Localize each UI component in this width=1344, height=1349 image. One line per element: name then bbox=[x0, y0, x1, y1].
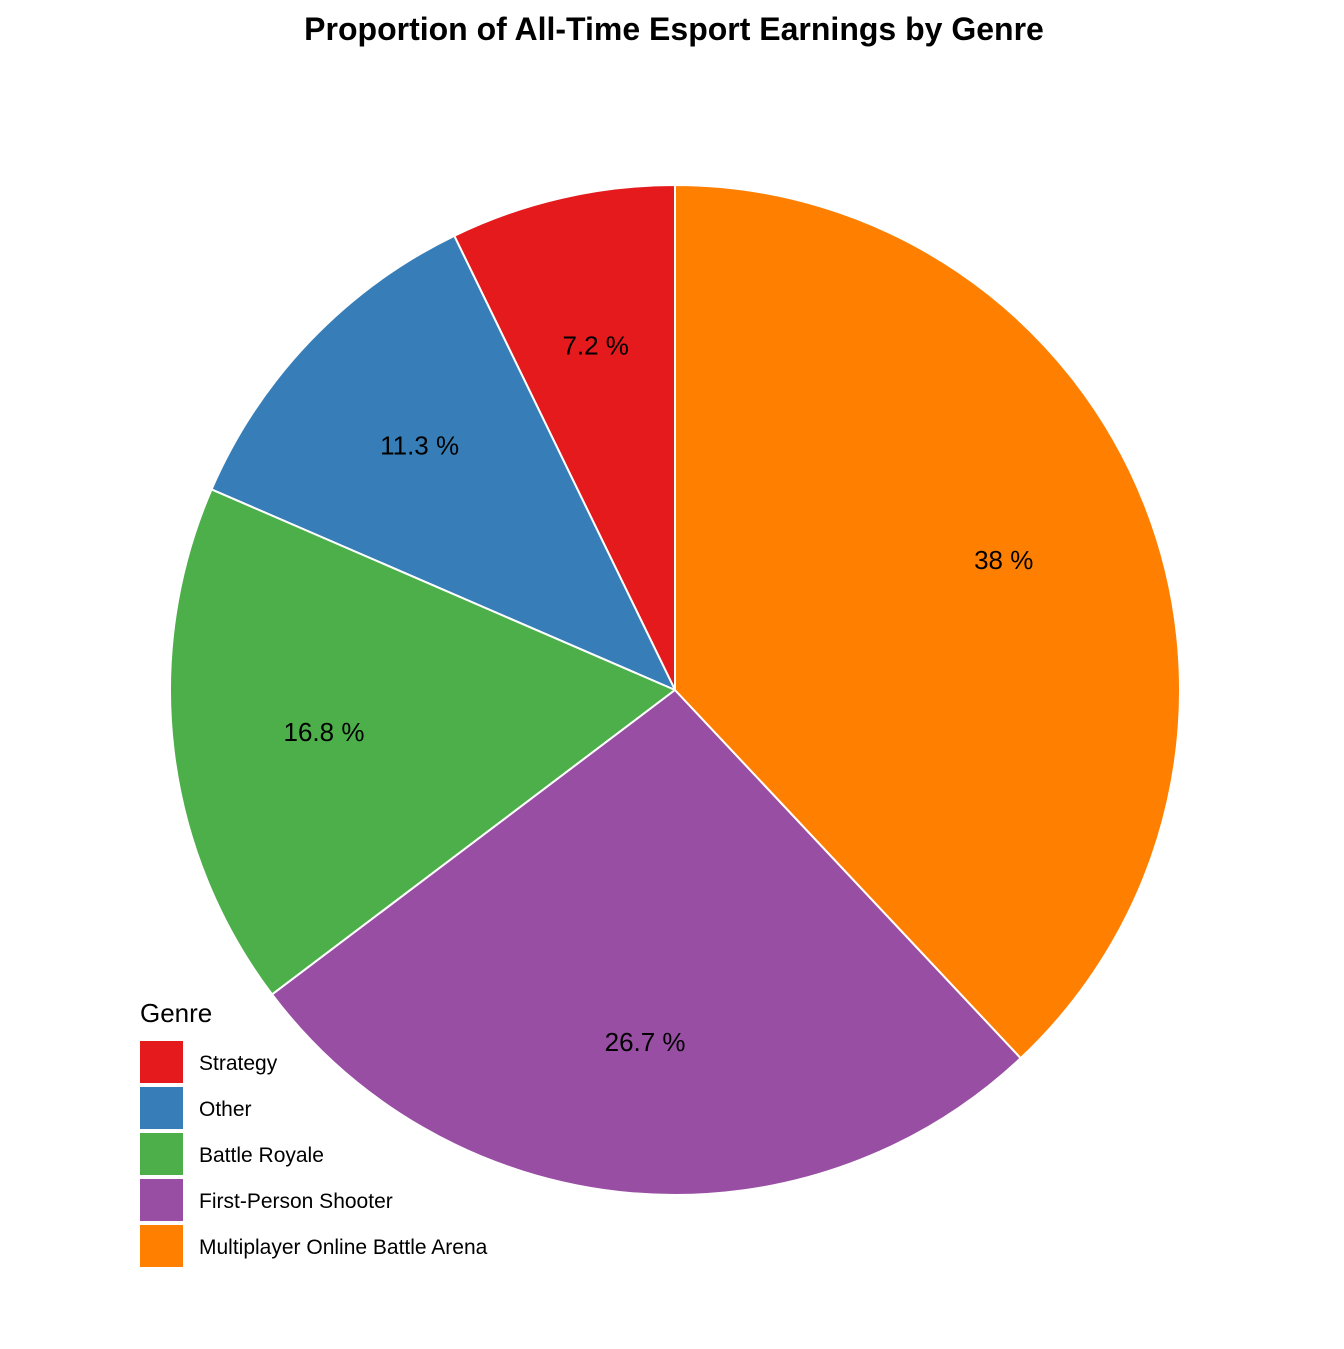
legend-swatch-first-person-shooter bbox=[140, 1179, 183, 1221]
pie-slices bbox=[169, 184, 1181, 1196]
legend-swatch-strategy bbox=[140, 1041, 183, 1083]
legend: Genre Strategy Other Battle Royale First-Pe… bbox=[140, 998, 488, 1267]
pie-slice-first-person-shooter bbox=[271, 689, 1022, 1196]
chart-title: Proportion of All-Time Esport Earnings b… bbox=[304, 11, 1044, 47]
legend-label-battle-royale: Battle Royale bbox=[199, 1144, 324, 1167]
slice-label-multiplayer-online-battle-arena: 38 % bbox=[974, 545, 1033, 575]
legend-label-multiplayer-online-battle-arena: Multiplayer Online Battle Arena bbox=[199, 1236, 488, 1259]
legend-title: Genre bbox=[140, 998, 212, 1028]
legend-swatch-multiplayer-online-battle-arena bbox=[140, 1225, 183, 1267]
legend-label-other: Other bbox=[199, 1098, 252, 1121]
slice-label-strategy: 7.2 % bbox=[562, 331, 629, 361]
pie-slice-multiplayer-online-battle-arena bbox=[674, 184, 1181, 1060]
legend-swatch-battle-royale bbox=[140, 1133, 183, 1175]
legend-label-first-person-shooter: First-Person Shooter bbox=[199, 1190, 393, 1213]
pie-slice-strategy bbox=[453, 184, 676, 691]
legend-entries: Strategy Other Battle Royale First-Person S… bbox=[140, 1041, 488, 1267]
slice-label-first-person-shooter: 26.7 % bbox=[605, 1027, 686, 1057]
legend-label-strategy: Strategy bbox=[199, 1052, 278, 1075]
pie-slice-battle-royale bbox=[169, 488, 676, 996]
legend-swatch-other bbox=[140, 1087, 183, 1129]
pie-slice-other bbox=[210, 234, 676, 691]
pie-slice-labels: 7.2 % 11.3 % 16.8 % 26.7 % 38 % bbox=[284, 331, 1034, 1058]
slice-label-battle-royale: 16.8 % bbox=[284, 717, 365, 747]
slice-label-other: 11.3 % bbox=[380, 431, 459, 461]
